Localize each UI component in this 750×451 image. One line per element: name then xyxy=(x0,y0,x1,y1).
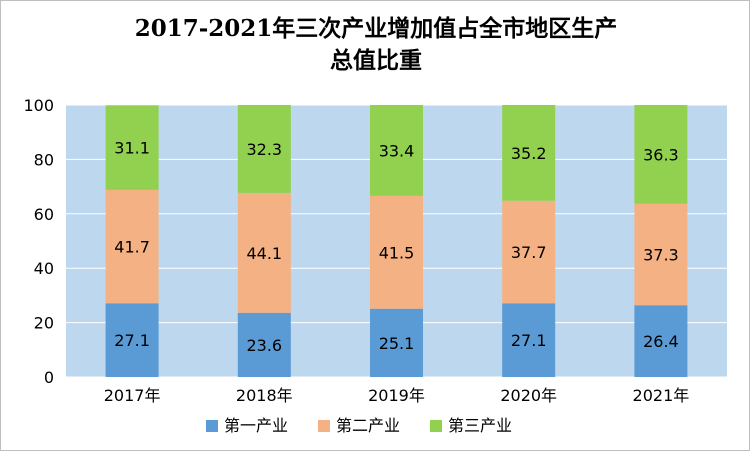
bar-segment xyxy=(105,189,159,304)
x-tick-label: 2018年 xyxy=(236,386,293,405)
chart-title: 2017-2021年三次产业增加值占全市地区生产 总值比重 xyxy=(1,13,749,77)
bar-segment xyxy=(502,200,556,304)
bar-segment xyxy=(105,105,159,190)
y-tick-label: 0 xyxy=(44,368,54,387)
data-label: 44.1 xyxy=(246,244,282,263)
data-label: 41.5 xyxy=(379,243,415,262)
legend-label: 第一产业 xyxy=(224,416,288,435)
legend-label: 第二产业 xyxy=(336,416,400,435)
chart-title-line-1: 2017-2021年三次产业增加值占全市地区生产 xyxy=(134,15,618,42)
x-tick-label: 2021年 xyxy=(633,386,690,405)
x-tick-label: 2017年 xyxy=(104,386,161,405)
bar-segment xyxy=(370,105,423,196)
x-tick-label: 2020年 xyxy=(500,386,557,405)
y-tick-label: 100 xyxy=(23,96,54,115)
data-label: 37.3 xyxy=(643,245,679,264)
bar-segment xyxy=(634,203,688,306)
data-label: 37.7 xyxy=(511,243,547,262)
legend-swatch xyxy=(318,420,330,432)
data-label: 27.1 xyxy=(114,331,150,350)
legend-swatch xyxy=(206,420,218,432)
y-tick-label: 40 xyxy=(34,259,54,278)
chart-title-line-2: 总值比重 xyxy=(330,47,422,74)
y-tick-label: 20 xyxy=(34,314,54,333)
data-label: 23.6 xyxy=(246,336,282,355)
bar-segment xyxy=(237,105,291,193)
legend-swatch xyxy=(430,420,442,432)
data-label: 36.3 xyxy=(643,145,679,164)
data-label: 31.1 xyxy=(114,139,150,158)
bar-segment xyxy=(237,192,291,313)
bar-segment xyxy=(237,312,291,377)
x-tick-label: 2019年 xyxy=(368,386,425,405)
bar-segment xyxy=(370,195,423,309)
bar-segment xyxy=(634,305,688,377)
bar-segment xyxy=(105,303,159,377)
data-label: 32.3 xyxy=(246,140,282,159)
bar-segment xyxy=(370,308,423,377)
bar-segment xyxy=(634,105,688,204)
bar-segment xyxy=(502,303,556,377)
data-label: 25.1 xyxy=(379,334,415,353)
data-label: 35.2 xyxy=(511,144,547,163)
data-label: 26.4 xyxy=(643,332,679,351)
bar-segment xyxy=(502,105,556,201)
data-label: 33.4 xyxy=(379,141,415,160)
y-tick-label: 60 xyxy=(34,205,54,224)
legend-label: 第三产业 xyxy=(448,416,512,435)
y-tick-label: 80 xyxy=(34,150,54,169)
data-label: 27.1 xyxy=(511,331,547,350)
data-label: 41.7 xyxy=(114,238,150,257)
